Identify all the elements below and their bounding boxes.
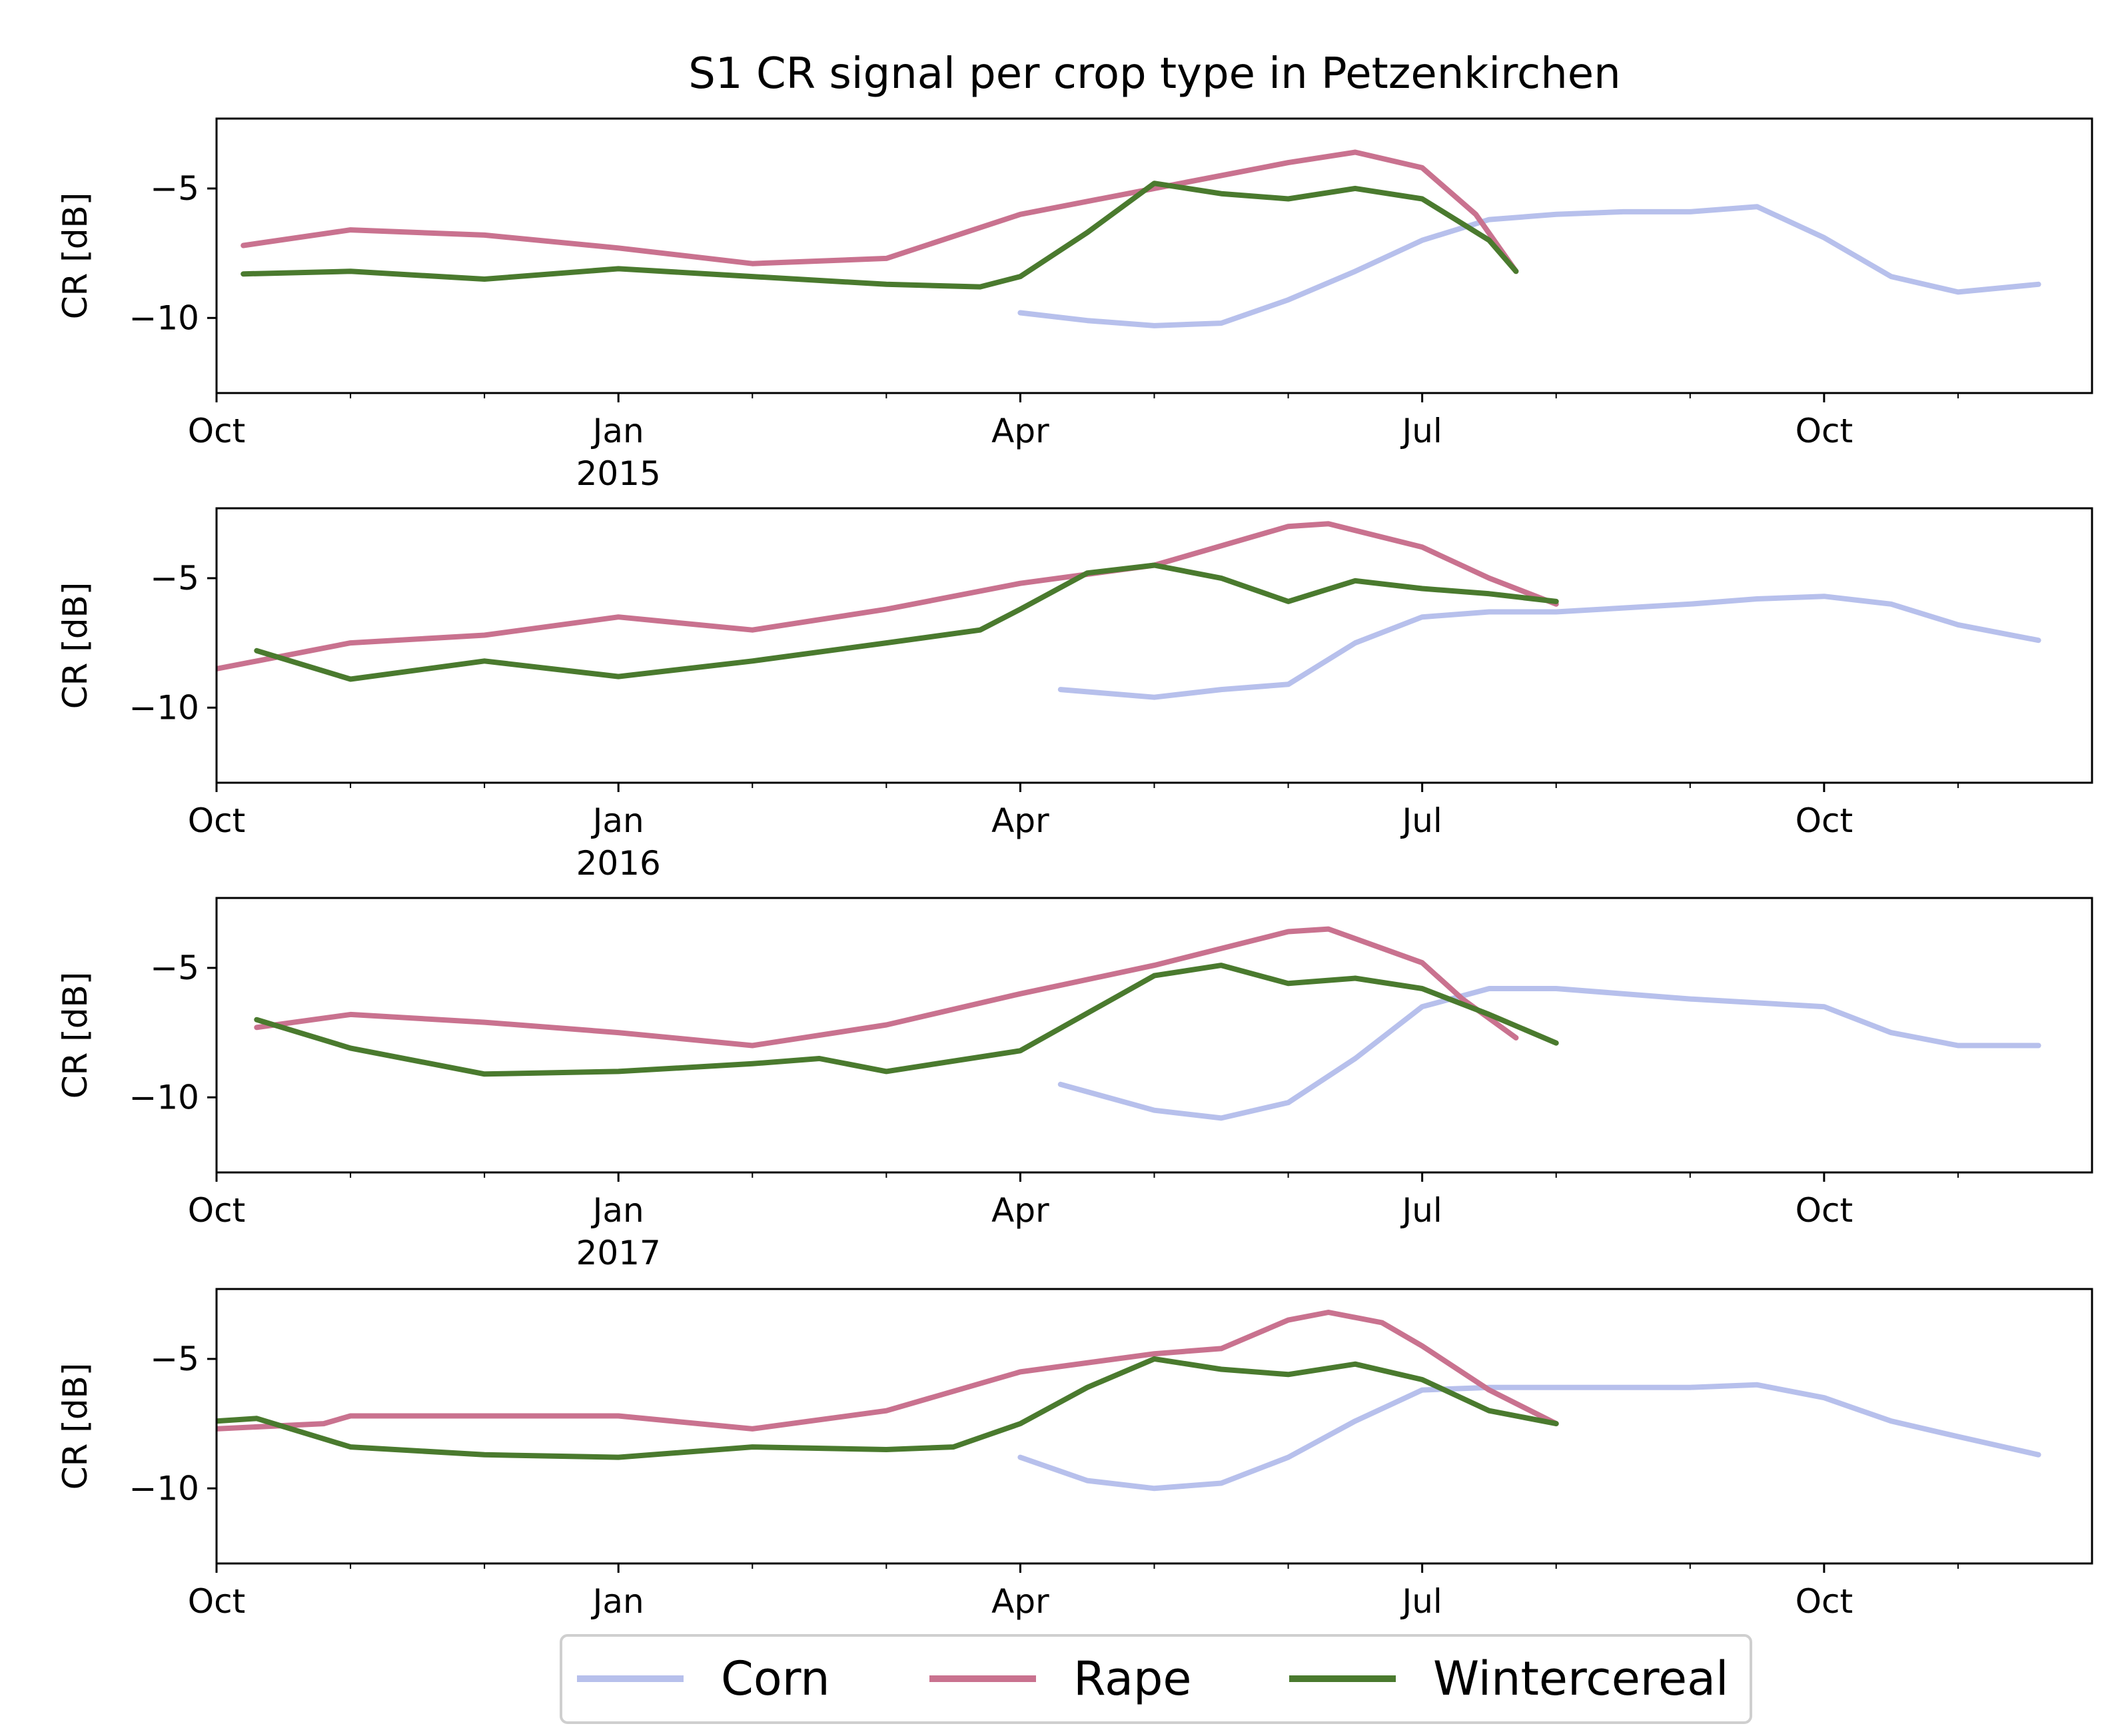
y-tick-label: −10 [129, 688, 199, 727]
legend-label-corn: Corn [721, 1651, 830, 1706]
y-axis-label: CR [dB] [56, 582, 95, 709]
x-tick-label: Apr [991, 412, 1049, 450]
series-line-rape [254, 926, 1519, 1049]
year-label: 2017 [576, 1234, 661, 1272]
x-tick-label: Oct [1796, 412, 1853, 450]
y-axis-label: CR [dB] [56, 193, 95, 320]
x-tick-label: Apr [991, 1191, 1049, 1230]
panel-3: −5 −10 Oct Jan Apr Jul Oct 2017 CR [dB] [56, 897, 2093, 1272]
panel-2: −5 −10 Oct Jan Apr Jul Oct 2016 CR [dB] [56, 507, 2093, 883]
y-axis-label: CR [dB] [56, 972, 95, 1099]
axes-frame [215, 897, 2093, 1174]
y-tick-label: −10 [129, 1078, 199, 1116]
series-line-corn [1017, 1382, 2041, 1492]
y-tick-label: −10 [129, 1469, 199, 1508]
legend-label-wintercereal: Wintercereal [1433, 1651, 1728, 1706]
series-line-corn [1017, 204, 2041, 328]
series-line-rape [241, 149, 1519, 274]
panels: −5 −10 Oct Jan Apr Jul Oct 2015 CR [dB] −5 −10 Oct J… [56, 117, 2093, 1621]
panel-1: −5 −10 Oct Jan Apr Jul Oct 2015 CR [dB] [56, 117, 2093, 493]
axes-frame [215, 117, 2093, 394]
x-tick-label: Oct [1796, 1582, 1853, 1621]
x-tick-label: Jul [1400, 801, 1442, 840]
x-tick-label: Oct [188, 1582, 245, 1621]
series-line-corn [1057, 594, 2041, 700]
year-label: 2016 [576, 844, 661, 883]
y-tick-label: −5 [150, 1340, 199, 1378]
series-line-rape [217, 1310, 1559, 1432]
x-tick-label: Oct [188, 1191, 245, 1230]
x-tick-label: Apr [991, 801, 1049, 840]
x-tick-label: Oct [1796, 801, 1853, 840]
series-line-wintercereal [254, 963, 1559, 1077]
y-tick-label: −5 [150, 169, 199, 208]
series-line-wintercereal [254, 562, 1559, 682]
legend-label-rape: Rape [1073, 1651, 1192, 1706]
axes-frame [215, 507, 2093, 784]
chart-title: S1 CR signal per crop type in Petzenkirc… [688, 49, 1620, 99]
x-tick-label: Apr [991, 1582, 1049, 1621]
x-tick-label: Oct [188, 412, 245, 450]
x-tick-label: Jul [1400, 412, 1442, 450]
x-tick-label: Oct [188, 801, 245, 840]
x-tick-label: Jul [1400, 1191, 1442, 1230]
x-tick-label: Jan [591, 412, 644, 450]
x-tick-label: Jan [591, 1582, 644, 1621]
legend: Corn Rape Wintercereal [560, 1634, 1752, 1724]
y-tick-label: −5 [150, 559, 199, 598]
y-tick-label: −10 [129, 298, 199, 337]
x-tick-label: Jan [591, 801, 644, 840]
y-tick-label: −5 [150, 949, 199, 987]
year-label: 2015 [576, 454, 661, 493]
series-line-wintercereal [241, 181, 1519, 290]
x-tick-label: Jul [1400, 1582, 1442, 1621]
y-axis-label: CR [dB] [56, 1363, 95, 1490]
legend-box [560, 1634, 1752, 1724]
series-line-corn [1057, 986, 2041, 1121]
axes-frame [215, 1288, 2093, 1565]
panel-4: −5 −10 Oct Jan Apr Jul Oct CR [dB] [56, 1288, 2093, 1621]
series-line-wintercereal [217, 1356, 1559, 1460]
x-tick-label: Jan [591, 1191, 644, 1230]
x-tick-label: Oct [1796, 1191, 1853, 1230]
series-line-rape [217, 521, 1559, 671]
